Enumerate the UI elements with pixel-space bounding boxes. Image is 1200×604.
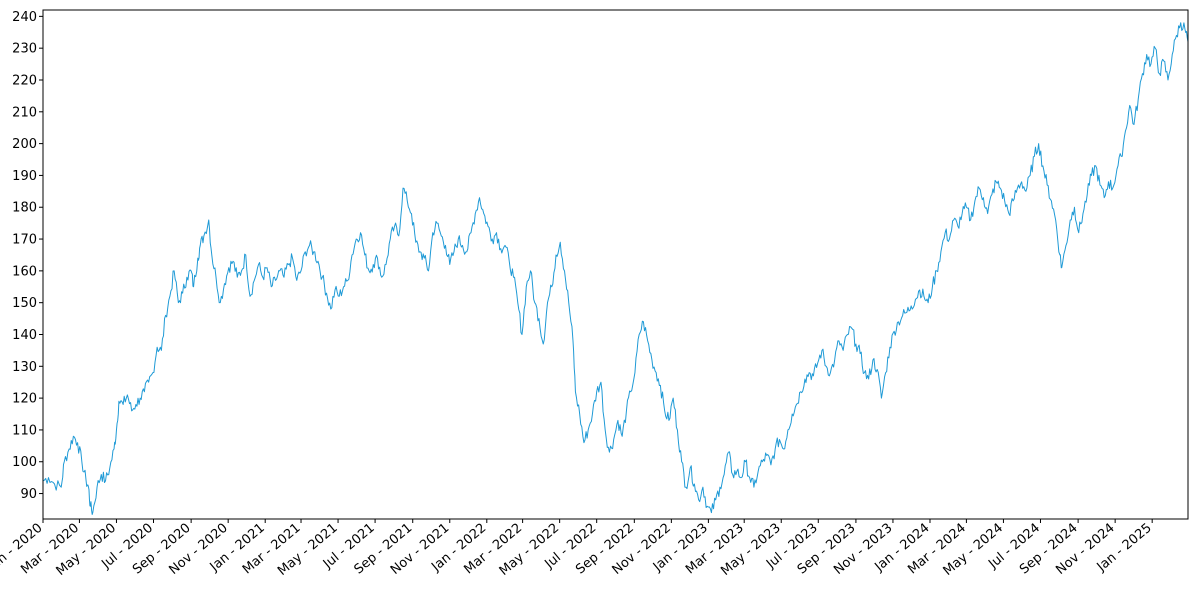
y-tick-label: 170 — [12, 233, 37, 248]
plot-frame — [42, 9, 1189, 520]
y-tick-label: 240 — [12, 10, 37, 25]
y-tick-label: 140 — [12, 328, 37, 343]
series-layer — [42, 22, 1189, 515]
y-tick-label: 180 — [12, 201, 37, 216]
y-tick-label: 160 — [12, 264, 37, 279]
y-tick-label: 110 — [12, 423, 37, 438]
y-tick-label: 220 — [12, 73, 37, 88]
y-tick-label: 90 — [20, 487, 37, 502]
y-axis: 90 100 110 120 130 140 150 160 170 180 190 200 210 22… — [12, 10, 43, 502]
y-tick-label: 120 — [12, 392, 37, 407]
y-tick-label: 130 — [12, 360, 37, 375]
series-line — [42, 22, 1189, 515]
y-tick-label: 150 — [12, 296, 37, 311]
y-tick-label: 200 — [12, 137, 37, 152]
plot-background — [43, 10, 1188, 519]
y-tick-label: 100 — [12, 455, 37, 470]
y-tick-label: 190 — [12, 169, 37, 184]
y-tick-label: 230 — [12, 42, 37, 57]
y-tick-label: 210 — [12, 105, 37, 120]
